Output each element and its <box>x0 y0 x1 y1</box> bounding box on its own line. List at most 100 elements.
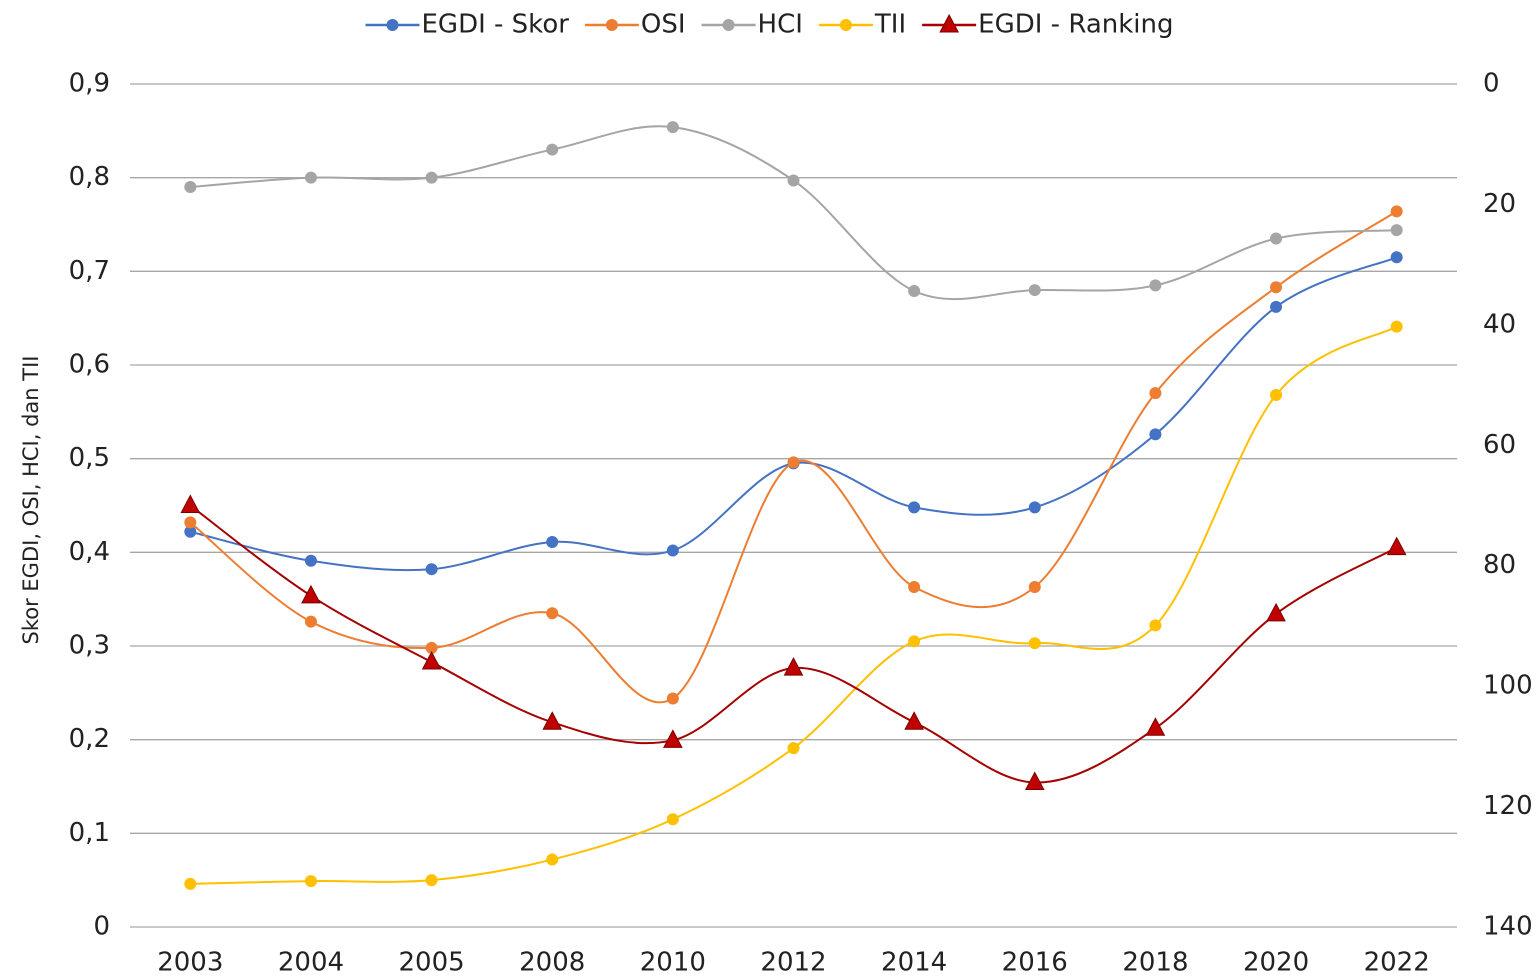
legend-item: EGDI - Skor <box>365 10 570 40</box>
series <box>184 320 1403 890</box>
marker <box>301 584 321 604</box>
marker <box>1149 387 1162 400</box>
y-tick-label: 0,7 <box>69 256 110 286</box>
y2-tick-label: 80 <box>1483 550 1516 580</box>
line <box>190 256 1398 572</box>
y-axis-title: Skor EGDI, OSI, HCI, dan TII <box>19 356 43 645</box>
line <box>190 125 1397 301</box>
legend-label: EGDI - Ranking <box>978 10 1173 40</box>
marker <box>304 554 317 567</box>
y2-tick-label: 100 <box>1483 671 1533 701</box>
marker <box>304 875 317 888</box>
marker <box>1386 536 1407 556</box>
series <box>184 121 1403 301</box>
marker <box>1028 501 1041 514</box>
marker <box>304 615 317 628</box>
marker <box>663 729 683 748</box>
marker <box>1028 284 1041 297</box>
marker <box>1270 281 1283 294</box>
y2-tick-label: 60 <box>1483 430 1516 460</box>
marker <box>904 711 924 730</box>
marker <box>1270 232 1283 245</box>
legend-item: HCI <box>701 10 803 40</box>
y-tick-label: 0,2 <box>69 724 110 754</box>
marker <box>1270 388 1283 401</box>
y-tick-label: 0,6 <box>69 350 110 380</box>
y2-tick-label: 140 <box>1483 912 1533 942</box>
legend-label: EGDI - Skor <box>422 10 570 40</box>
marker <box>546 607 559 620</box>
legend: EGDI - Skor OSI HCI TII EGDI - Ranking <box>365 10 1173 40</box>
x-tick-label: 2008 <box>519 948 585 978</box>
marker <box>939 13 959 33</box>
marker <box>787 742 800 755</box>
marker <box>184 877 197 890</box>
x-tick-label: 2003 <box>157 948 223 978</box>
series <box>184 251 1403 576</box>
y-tick-label: 0,5 <box>69 443 110 473</box>
marker <box>425 171 438 184</box>
marker <box>783 657 804 676</box>
y-tick-label: 0,8 <box>69 162 110 192</box>
marker <box>1028 637 1041 650</box>
marker <box>908 635 921 648</box>
marker <box>1390 320 1403 333</box>
marker <box>184 181 197 194</box>
marker <box>542 711 563 730</box>
legend-label: TII <box>874 10 906 40</box>
marker <box>180 494 201 513</box>
y-tick-label: 0,4 <box>69 537 110 567</box>
marker <box>666 121 679 134</box>
x-tick-label: 2004 <box>278 948 344 978</box>
marker <box>184 525 197 538</box>
y2-tick-label: 0 <box>1483 69 1500 99</box>
marker <box>425 563 438 576</box>
marker <box>425 641 438 654</box>
x-tick-label: 2022 <box>1364 948 1430 978</box>
marker <box>1145 717 1166 736</box>
marker <box>666 813 679 826</box>
x-tick-label: 2010 <box>640 948 706 978</box>
marker <box>908 580 921 593</box>
legend-label: OSI <box>641 10 686 40</box>
x-tick-label: 2016 <box>1002 948 1068 978</box>
marker <box>421 650 442 670</box>
marker <box>839 19 852 31</box>
grid <box>130 83 1457 928</box>
marker <box>1149 279 1162 292</box>
x-tick-label: 2005 <box>399 948 465 978</box>
x-tick-label: 2012 <box>760 948 826 978</box>
marker <box>1024 771 1045 790</box>
y2-tick-label: 120 <box>1483 791 1533 821</box>
y2-tick-label: 40 <box>1483 309 1516 339</box>
x-tick-label: 2018 <box>1122 948 1188 978</box>
series <box>180 494 1407 790</box>
marker <box>1390 251 1403 264</box>
marker <box>304 171 317 184</box>
marker <box>184 516 197 529</box>
marker <box>1149 619 1162 632</box>
marker <box>1390 224 1403 237</box>
y-tick-label: 0 <box>93 912 110 942</box>
y-tick-label: 0,1 <box>69 818 110 848</box>
marker <box>1149 428 1162 441</box>
marker <box>908 501 921 514</box>
y-tick-label: 0,9 <box>69 69 110 99</box>
marker <box>1266 602 1286 622</box>
legend-item: EGDI - Ranking <box>922 10 1173 40</box>
marker <box>1390 205 1403 218</box>
marker <box>1028 580 1041 593</box>
marker <box>605 19 618 31</box>
marker <box>546 853 559 866</box>
marker <box>666 692 679 705</box>
marker <box>546 536 559 549</box>
line <box>190 325 1398 885</box>
y-tick-label: 0,3 <box>69 631 110 661</box>
series <box>184 205 1403 705</box>
x-tick-label: 2020 <box>1243 948 1309 978</box>
legend-item: TII <box>818 10 906 40</box>
marker <box>722 19 735 31</box>
legend-item: OSI <box>584 10 686 40</box>
x-tick-label: 2014 <box>881 948 947 978</box>
